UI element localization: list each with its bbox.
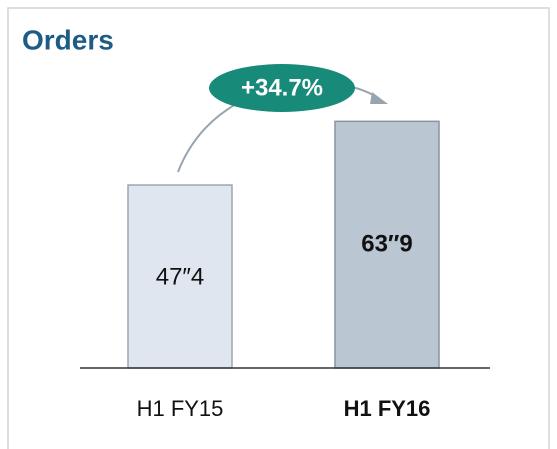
value-label: 47″4 [156,263,205,290]
arrow-head [370,92,388,104]
panel-border [7,7,550,449]
x-tick-label: H1 FY16 [344,396,431,421]
annotation-badge [209,64,355,112]
chart-title: Orders [22,24,114,55]
x-tick-label: H1 FY15 [137,396,224,421]
annotation: +34.7% [241,74,323,101]
bar [334,120,440,369]
bar [127,184,233,369]
growth-arc [177,103,237,173]
value-label: 63″9 [361,230,413,257]
